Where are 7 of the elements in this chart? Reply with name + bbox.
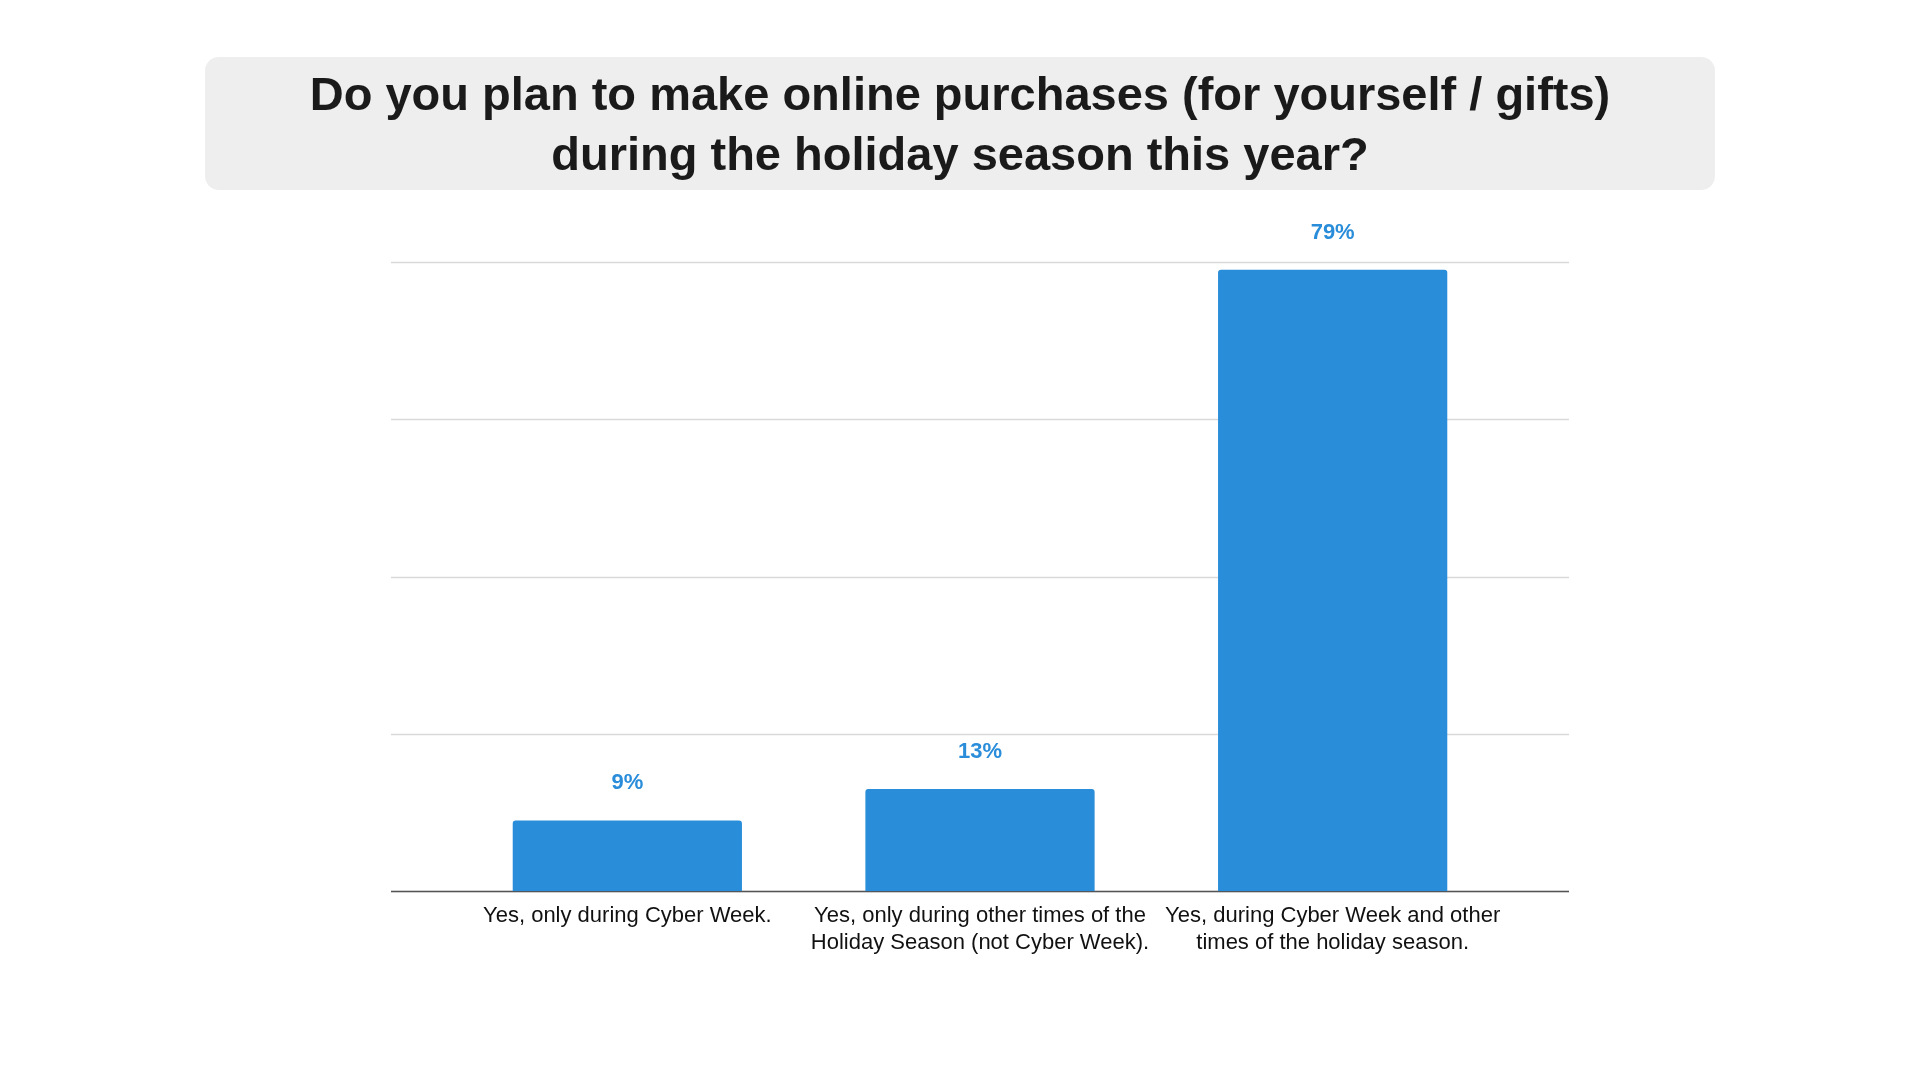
chart-title: Do you plan to make online purchases (for yourself / gifts) during the holiday season this year? [205, 57, 1715, 190]
x-tick-label: Yes, only during other times of the Holiday Season (not Cyber Week). [810, 902, 1150, 954]
x-tick-label: Yes, only during Cyber Week. [483, 902, 772, 928]
data-label: 79% [1310, 218, 1355, 244]
x-tick-label: Yes, during Cyber Week and other times of the holiday season. [1165, 902, 1501, 954]
data-label: 13% [957, 738, 1003, 764]
data-label: 9% [611, 769, 644, 795]
